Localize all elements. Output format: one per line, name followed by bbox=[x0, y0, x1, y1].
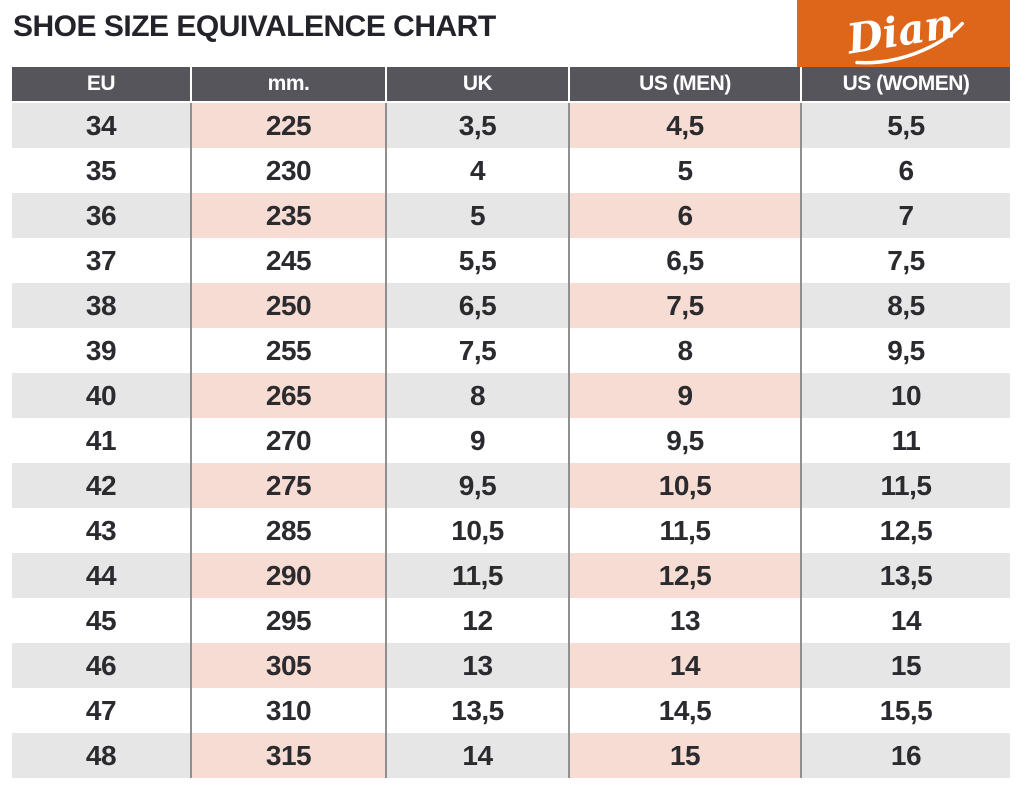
table-cell: 255 bbox=[190, 328, 385, 373]
table-cell: 11 bbox=[800, 418, 1010, 463]
table-cell: 9,5 bbox=[568, 418, 800, 463]
table-cell: 10,5 bbox=[385, 508, 568, 553]
table-cell: 13,5 bbox=[385, 688, 568, 733]
table-cell: 4 bbox=[385, 148, 568, 193]
table-cell: 48 bbox=[12, 733, 190, 778]
table-cell: 12,5 bbox=[800, 508, 1010, 553]
table-cell: 250 bbox=[190, 283, 385, 328]
table-cell: 310 bbox=[190, 688, 385, 733]
column-header-uk: UK bbox=[385, 67, 568, 101]
table-cell: 235 bbox=[190, 193, 385, 238]
table-cell: 15,5 bbox=[800, 688, 1010, 733]
table-cell: 290 bbox=[190, 553, 385, 598]
table-cell: 9 bbox=[568, 373, 800, 418]
table-cell: 46 bbox=[12, 643, 190, 688]
logo-swash-underline bbox=[855, 21, 965, 65]
table-cell: 13,5 bbox=[800, 553, 1010, 598]
table-body: 34 225 3,5 4,5 5,5 35 230 4 5 6 36 235 5 6 7 37 245 5,5 6,… bbox=[12, 103, 1010, 778]
table-cell: 13 bbox=[568, 598, 800, 643]
table-cell: 12,5 bbox=[568, 553, 800, 598]
table-cell: 11,5 bbox=[800, 463, 1010, 508]
table-cell: 7,5 bbox=[800, 238, 1010, 283]
table-cell: 14 bbox=[568, 643, 800, 688]
table-cell: 34 bbox=[12, 103, 190, 148]
table-cell: 285 bbox=[190, 508, 385, 553]
table-cell: 6,5 bbox=[385, 283, 568, 328]
table-cell: 14,5 bbox=[568, 688, 800, 733]
table-cell: 3,5 bbox=[385, 103, 568, 148]
table-cell: 6 bbox=[800, 148, 1010, 193]
table-cell: 245 bbox=[190, 238, 385, 283]
table-cell: 10,5 bbox=[568, 463, 800, 508]
table-cell: 9,5 bbox=[385, 463, 568, 508]
table-cell: 47 bbox=[12, 688, 190, 733]
table-cell: 295 bbox=[190, 598, 385, 643]
table-cell: 43 bbox=[12, 508, 190, 553]
dian-logo-text: Dian bbox=[843, 0, 958, 64]
table-cell: 275 bbox=[190, 463, 385, 508]
table-cell: 39 bbox=[12, 328, 190, 373]
table-cell: 5,5 bbox=[800, 103, 1010, 148]
table-cell: 10 bbox=[800, 373, 1010, 418]
table-cell: 7,5 bbox=[568, 283, 800, 328]
table-cell: 41 bbox=[12, 418, 190, 463]
table-cell: 44 bbox=[12, 553, 190, 598]
table-cell: 15 bbox=[800, 643, 1010, 688]
table-cell: 12 bbox=[385, 598, 568, 643]
table-cell: 5 bbox=[385, 193, 568, 238]
table-cell: 7 bbox=[800, 193, 1010, 238]
table-cell: 9,5 bbox=[800, 328, 1010, 373]
column-header-eu: EU bbox=[86, 72, 116, 95]
table-cell: 14 bbox=[385, 733, 568, 778]
table-cell: 11,5 bbox=[568, 508, 800, 553]
table-cell: 8 bbox=[568, 328, 800, 373]
table-cell: 11,5 bbox=[385, 553, 568, 598]
column-header-us-women: US (WOMEN) bbox=[800, 67, 1010, 101]
table-cell: 13 bbox=[385, 643, 568, 688]
table-cell: 40 bbox=[12, 373, 190, 418]
table-cell: 36 bbox=[12, 193, 190, 238]
table-cell: 4,5 bbox=[568, 103, 800, 148]
brand-logo-box: Dian bbox=[797, 0, 1010, 67]
table-cell: 14 bbox=[800, 598, 1010, 643]
table-cell: 8 bbox=[385, 373, 568, 418]
table-cell: 6 bbox=[568, 193, 800, 238]
table-cell: 9 bbox=[385, 418, 568, 463]
table-cell: 225 bbox=[190, 103, 385, 148]
table-cell: 5 bbox=[568, 148, 800, 193]
table-cell: 8,5 bbox=[800, 283, 1010, 328]
table-cell: 42 bbox=[12, 463, 190, 508]
page-title: SHOE SIZE EQUIVALENCE CHART bbox=[13, 10, 496, 43]
table-cell: 230 bbox=[190, 148, 385, 193]
table-cell: 37 bbox=[12, 238, 190, 283]
table-cell: 6,5 bbox=[568, 238, 800, 283]
column-header-mm: mm. bbox=[190, 67, 385, 101]
shoe-size-table: EU mm. UK US (MEN) US (WOMEN) 34 225 3,5 4,… bbox=[12, 67, 1010, 778]
table-header-row: EU mm. UK US (MEN) US (WOMEN) bbox=[12, 67, 1010, 103]
table-cell: 315 bbox=[190, 733, 385, 778]
table-cell: 38 bbox=[12, 283, 190, 328]
table-cell: 35 bbox=[12, 148, 190, 193]
table-cell: 45 bbox=[12, 598, 190, 643]
dian-logo: Dian bbox=[843, 0, 965, 65]
table-cell: 305 bbox=[190, 643, 385, 688]
table-cell: 16 bbox=[800, 733, 1010, 778]
table-cell: 7,5 bbox=[385, 328, 568, 373]
table-cell: 265 bbox=[190, 373, 385, 418]
table-cell: 15 bbox=[568, 733, 800, 778]
table-cell: 5,5 bbox=[385, 238, 568, 283]
table-cell: 270 bbox=[190, 418, 385, 463]
column-header-us-men: US (MEN) bbox=[568, 67, 800, 101]
